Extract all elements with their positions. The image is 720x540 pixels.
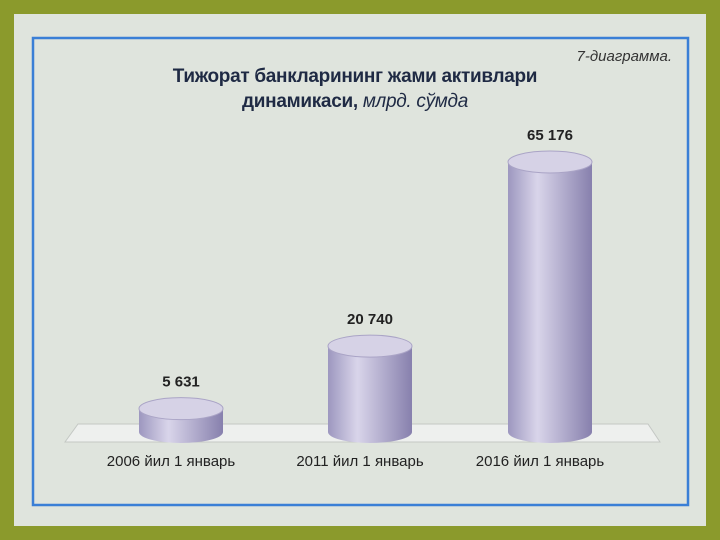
unit-text: млрд. сўмда <box>362 91 468 112</box>
frame <box>31 36 690 507</box>
bar-cap <box>138 397 224 421</box>
bar-cap <box>327 334 413 358</box>
title-text: Тижорат банкларининг жами активлари дина… <box>172 66 538 112</box>
bar-cap <box>507 150 593 174</box>
bar <box>508 162 592 443</box>
chart-label: 7-диаграмма. <box>577 48 672 65</box>
x-tick-label: 2016 йил 1 январь <box>476 453 605 470</box>
chart-title: Тижорат банкларининг жами активлари дина… <box>150 64 560 114</box>
x-tick-label: 2006 йил 1 январь <box>107 453 236 470</box>
value-label: 20 740 <box>347 311 393 328</box>
value-label: 5 631 <box>162 374 200 391</box>
x-tick-label: 2011 йил 1 январь <box>296 453 424 470</box>
bar <box>328 346 412 443</box>
value-label: 65 176 <box>527 127 573 144</box>
bar <box>139 408 224 443</box>
